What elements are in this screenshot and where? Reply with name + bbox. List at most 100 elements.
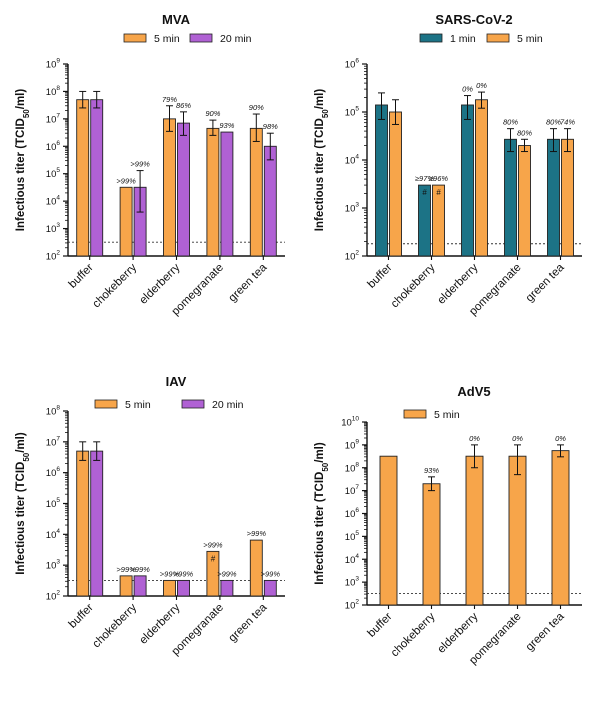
data-label: 93% xyxy=(424,466,439,475)
x-tick-label: elderberry xyxy=(138,601,183,646)
bar xyxy=(177,122,190,257)
y-tick-label: 105 xyxy=(46,497,61,510)
y-tick-label: 109 xyxy=(345,438,360,451)
bar xyxy=(475,99,488,257)
y-axis-label: Infectious titer (TCID50/ml) xyxy=(314,442,330,585)
y-tick-label: 106 xyxy=(46,140,61,153)
hash-marker: # xyxy=(422,188,427,197)
bar xyxy=(432,184,445,257)
data-label: 0% xyxy=(469,434,480,443)
data-label: >99% xyxy=(174,569,194,578)
bar xyxy=(508,455,527,606)
legend-label: 5 min xyxy=(154,33,180,45)
panel-adv5: AdV5 Infectious titer (TCID50/ml) 102 103 10… xyxy=(314,384,582,667)
data-label: ≥97% xyxy=(415,174,434,183)
y-axis-label: Infectious titer (TCID50/ml) xyxy=(15,432,31,575)
y-tick-label: 104 xyxy=(345,154,360,167)
panel-iav: IAV Infectious titer (TCID50/ml) 102 103 104… xyxy=(15,374,285,658)
data-label: 80% xyxy=(517,128,532,137)
data-label: 0% xyxy=(512,434,523,443)
legend-label: 5 min xyxy=(434,409,460,421)
data-label: 90% xyxy=(205,109,220,118)
bar xyxy=(422,483,441,606)
x-tick-label: elderberry xyxy=(436,610,481,655)
data-label: >99% xyxy=(116,176,136,185)
panel-title: SARS-CoV-2 xyxy=(435,12,512,27)
data-label: >99% xyxy=(261,569,281,578)
bar xyxy=(547,138,560,257)
data-label: 0% xyxy=(462,85,473,94)
legend-label: 20 min xyxy=(212,399,244,411)
y-tick-label: 108 xyxy=(46,405,61,418)
x-tick-label: buffer xyxy=(67,262,96,291)
bar xyxy=(518,145,531,257)
y-tick-label: 102 xyxy=(345,599,360,612)
data-label: 74% xyxy=(560,118,575,127)
y-tick-label: 104 xyxy=(46,195,61,208)
legend-label: 5 min xyxy=(517,33,543,45)
bar xyxy=(379,455,398,606)
bar xyxy=(119,186,133,257)
bar xyxy=(561,138,574,257)
y-tick-label: 106 xyxy=(345,58,360,71)
panel-mva: MVA Infectious titer (TCID50/ml) 102 103 104… xyxy=(15,12,285,318)
bar xyxy=(133,575,147,597)
x-tick-label: chokeberry xyxy=(91,261,140,310)
data-label: >99% xyxy=(130,565,150,574)
bar xyxy=(504,138,517,257)
bar xyxy=(249,539,263,597)
data-label: 98% xyxy=(263,122,278,131)
y-tick-label: 107 xyxy=(46,435,61,448)
hash-marker: # xyxy=(211,554,216,563)
hash-marker: # xyxy=(436,188,441,197)
legend-swatch xyxy=(181,399,205,409)
bar xyxy=(76,450,90,597)
bar xyxy=(177,579,190,597)
y-tick-label: 103 xyxy=(46,559,61,572)
panel-title: IAV xyxy=(166,374,187,389)
x-tick-label: green tea xyxy=(227,601,270,644)
legend-swatch xyxy=(189,33,213,43)
x-tick-label: buffer xyxy=(67,602,96,631)
bar xyxy=(76,99,90,257)
y-tick-label: 104 xyxy=(345,553,360,566)
data-label: 90% xyxy=(249,103,264,112)
y-tick-label: 108 xyxy=(46,85,61,98)
data-label: 79% xyxy=(162,95,177,104)
bar xyxy=(206,550,220,597)
data-label: 86% xyxy=(176,101,191,110)
panel-sars-cov-2: SARS-CoV-2 Infectious titer (TCID50/ml) 10… xyxy=(314,12,582,318)
y-tick-label: 105 xyxy=(46,167,61,180)
y-tick-label: 103 xyxy=(345,202,360,215)
data-label: 0% xyxy=(555,434,566,443)
data-label: 0% xyxy=(476,81,487,90)
x-tick-label: chokeberry xyxy=(389,610,438,659)
data-label: 80% xyxy=(546,118,561,127)
y-tick-label: 103 xyxy=(345,576,360,589)
data-label: 93% xyxy=(219,121,234,130)
x-tick-label: buffer xyxy=(365,611,394,640)
legend-swatch xyxy=(419,33,443,43)
y-tick-label: 102 xyxy=(46,250,61,263)
legend-label: 1 min xyxy=(450,33,476,45)
bar xyxy=(220,131,234,257)
legend-swatch xyxy=(94,399,118,409)
bar xyxy=(551,450,570,606)
x-tick-label: green tea xyxy=(227,261,270,304)
x-tick-label: chokeberry xyxy=(389,261,438,310)
y-axis-label: Infectious titer (TCID50/ml) xyxy=(15,89,31,232)
y-axis-label: Infectious titer (TCID50/ml) xyxy=(314,89,330,232)
x-tick-label: green tea xyxy=(524,261,567,304)
data-label: >99% xyxy=(247,529,267,538)
legend-label: 5 min xyxy=(125,399,151,411)
bar xyxy=(119,575,133,597)
bar xyxy=(249,127,263,257)
y-tick-label: 108 xyxy=(345,461,360,474)
data-label: ≥96% xyxy=(429,174,448,183)
x-tick-label: green tea xyxy=(524,610,567,653)
bar xyxy=(263,579,277,597)
y-tick-label: 102 xyxy=(345,250,360,263)
legend-label: 20 min xyxy=(220,33,252,45)
panel-title: MVA xyxy=(162,12,191,27)
